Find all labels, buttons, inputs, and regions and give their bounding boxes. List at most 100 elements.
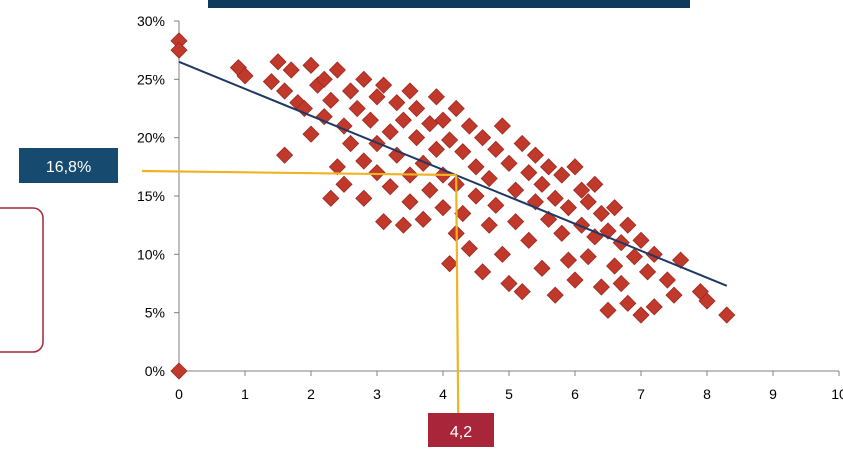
data-point — [368, 88, 386, 106]
side-box — [0, 207, 44, 353]
data-point — [480, 169, 498, 188]
data-point — [520, 231, 538, 249]
data-point — [540, 158, 558, 176]
data-point — [170, 362, 188, 380]
data-point — [592, 278, 610, 296]
x-tick-label: 9 — [769, 386, 777, 402]
data-point — [441, 131, 459, 149]
y-tick-label: 10% — [137, 246, 165, 262]
y-tick-label: 0% — [145, 363, 165, 379]
data-point — [493, 117, 511, 135]
y-value-badge-bg — [19, 148, 118, 183]
data-point — [434, 199, 452, 217]
data-point — [513, 134, 531, 153]
data-point — [315, 70, 333, 88]
data-point — [467, 158, 485, 176]
data-point — [467, 187, 485, 205]
data-point — [441, 255, 459, 273]
data-point — [315, 108, 333, 126]
data-point — [625, 248, 643, 266]
x-tick-label: 0 — [175, 386, 183, 402]
data-points — [170, 32, 736, 380]
x-tick-label: 8 — [703, 386, 711, 402]
data-point — [276, 146, 294, 164]
data-point — [480, 216, 498, 234]
data-point — [408, 99, 426, 118]
data-point — [513, 283, 531, 301]
x-tick-label: 2 — [307, 386, 315, 402]
x-tick-label: 10 — [831, 386, 843, 402]
guide-line-horizontal — [141, 169, 457, 177]
data-point — [672, 251, 690, 269]
x-value-badge-text: 4,2 — [450, 424, 472, 441]
data-point — [526, 146, 544, 164]
data-point — [342, 82, 360, 100]
data-point — [282, 61, 300, 79]
data-point — [579, 193, 597, 211]
data-point — [500, 274, 518, 293]
data-point — [355, 189, 373, 207]
data-point — [454, 143, 472, 161]
data-point — [592, 204, 610, 223]
data-point — [559, 251, 577, 269]
data-point — [361, 111, 379, 129]
y-tick-label: 15% — [137, 188, 165, 204]
data-point — [381, 178, 399, 196]
x-tick-label: 1 — [241, 386, 249, 402]
data-point — [322, 91, 340, 109]
data-point — [533, 259, 551, 277]
title-bar — [208, 0, 690, 8]
y-value-badge: 16,8% — [19, 148, 118, 183]
data-point — [619, 216, 637, 234]
data-point — [645, 298, 663, 316]
data-point — [394, 216, 412, 234]
data-point — [381, 123, 399, 141]
guide-lines — [141, 169, 460, 414]
data-point — [639, 263, 657, 281]
data-point — [427, 88, 445, 106]
data-point — [632, 231, 650, 249]
data-point — [619, 294, 637, 312]
data-point — [645, 245, 663, 263]
x-value-badge: 4,2 — [428, 413, 494, 447]
data-point — [388, 94, 406, 112]
data-point — [718, 306, 736, 324]
y-value-badge-text: 16,8% — [46, 159, 91, 176]
data-point — [487, 196, 505, 214]
data-point — [559, 199, 577, 217]
data-point — [322, 189, 340, 207]
data-point — [533, 175, 551, 193]
data-point — [328, 158, 346, 176]
data-point — [553, 224, 571, 242]
data-point — [612, 274, 630, 293]
data-point — [276, 82, 294, 100]
x-tick-label: 4 — [439, 386, 447, 402]
data-point — [421, 181, 439, 199]
data-point — [414, 210, 432, 228]
x-tick-label: 5 — [505, 386, 513, 402]
data-point — [421, 115, 439, 133]
data-point — [434, 111, 452, 129]
data-point — [335, 175, 353, 193]
x-value-badge-bg — [428, 413, 494, 447]
data-point — [262, 73, 280, 91]
data-point — [375, 213, 393, 231]
data-point — [328, 61, 346, 79]
data-point — [520, 164, 538, 182]
data-point — [553, 166, 571, 184]
data-point — [269, 53, 287, 71]
data-point — [302, 125, 320, 143]
y-tick-label: 5% — [145, 305, 165, 321]
data-point — [401, 193, 419, 211]
data-point — [546, 286, 564, 304]
data-point — [368, 164, 386, 182]
axes: 0% 5% 10% 15% 20% 25% 30% 0 1 2 3 4 5 6 7 8 9 10 — [137, 13, 843, 402]
data-point — [355, 152, 373, 170]
data-point — [460, 239, 478, 258]
guide-line-vertical — [455, 174, 460, 414]
data-point — [573, 181, 591, 199]
y-tick-label: 25% — [137, 71, 165, 87]
data-point — [632, 306, 650, 324]
data-point — [546, 189, 564, 207]
